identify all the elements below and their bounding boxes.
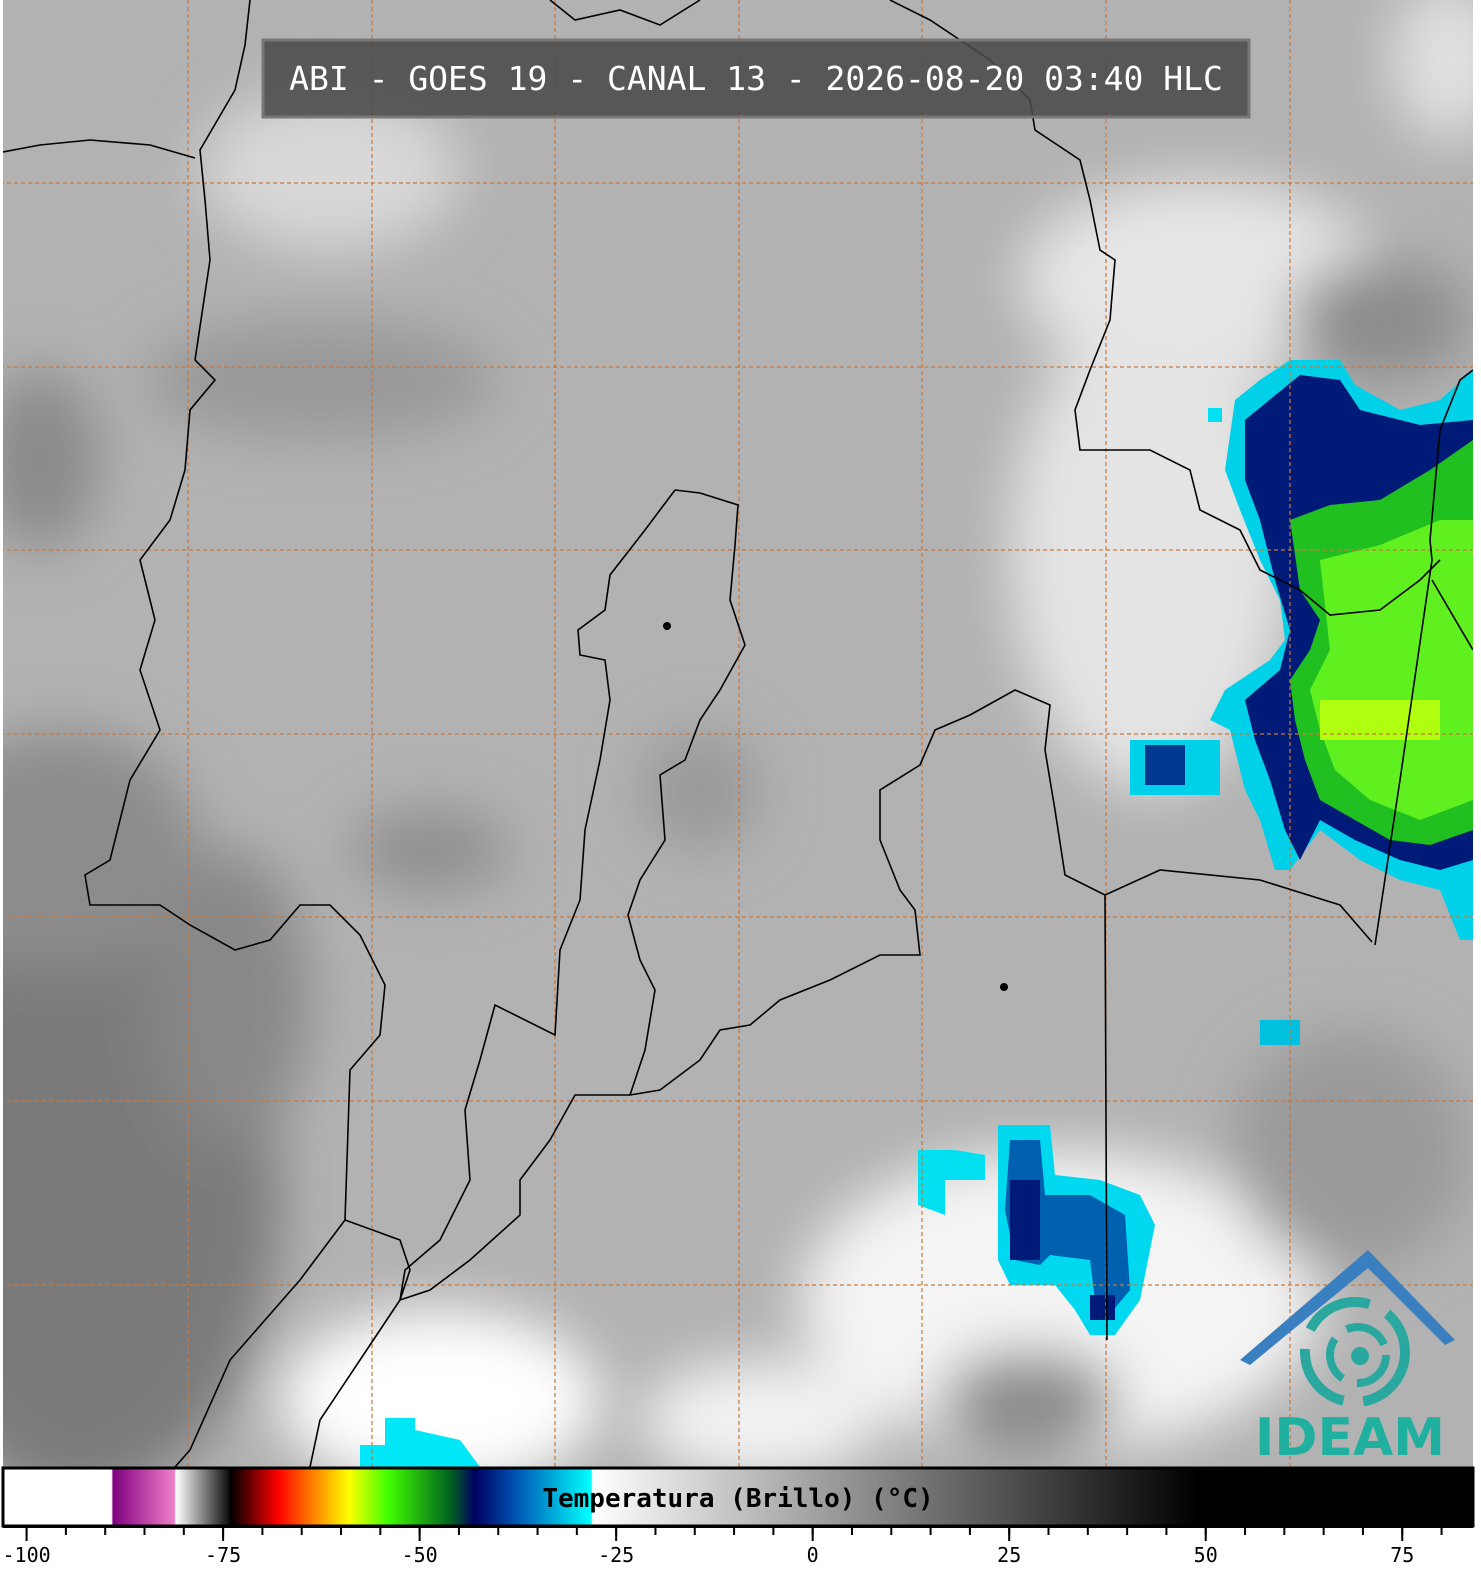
map: IDEAM [3,0,1473,1468]
grid [3,0,1473,1467]
title: ABI - GOES 19 - CANAL 13 - 2026-08-20 03… [289,59,1223,98]
tick-label: 75 [1390,1543,1414,1567]
tick-label: 0 [807,1543,819,1567]
tick-label: 50 [1194,1543,1218,1567]
logo-text: IDEAM [1255,1408,1445,1468]
logo: IDEAM [1240,1250,1455,1468]
tick-label: -100 [2,1543,50,1567]
title-box [261,38,1251,119]
colorbar-label: Temperatura (Brillo) (°C) [542,1484,933,1514]
city-dot [663,622,671,630]
colorbar: Temperatura (Brillo) (°C) -100 -75 -50 -25 0… [1,1466,1475,1567]
city-dot [1000,983,1008,991]
tick-label: -75 [205,1543,241,1567]
tick-label: 25 [997,1543,1021,1567]
tick-label: -25 [598,1543,634,1567]
tick-label: -50 [402,1543,438,1567]
colorbar-ramp [1,1466,1475,1528]
borders [3,0,1473,1467]
cold-cloud-tops [360,360,1473,1467]
